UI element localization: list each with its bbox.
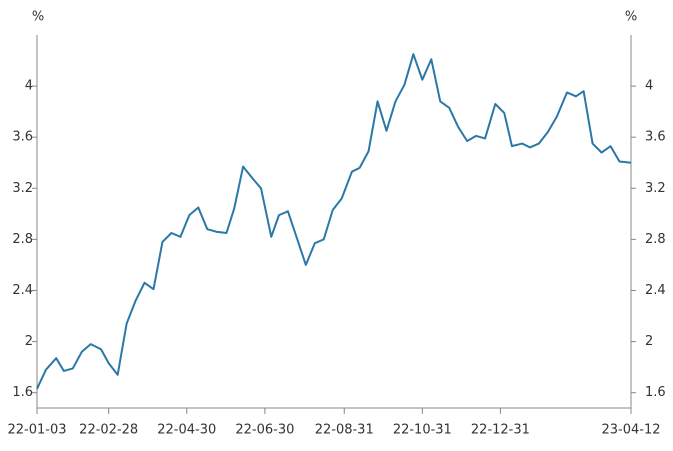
y-tick-label: 1.6 [12,385,33,400]
y-tick-label: 3.6 [12,130,33,145]
x-tick-label: 22-01-03 [7,423,66,438]
x-tick-label: 22-08-31 [315,423,374,438]
y2-tick-label: 2 [645,334,653,349]
y2-tick-label: 2.8 [645,232,666,247]
y2-tick-label: 2.4 [645,283,666,298]
y-tick-label: 2 [25,334,33,349]
y-tick-label: 2.8 [12,232,33,247]
y-tick-label: 3.2 [12,181,33,196]
x-tick-label: 22-02-28 [79,423,138,438]
y-axis-label: % [32,10,44,25]
x-tick-label: 22-10-31 [393,423,452,438]
y-tick-label: 2.4 [12,283,33,298]
y2-tick-label: 1.6 [645,385,666,400]
series-line [36,53,632,390]
y-tick-label: 4 [25,79,33,94]
x-tick-label: 23-04-12 [601,423,660,438]
x-tick-label: 22-12-31 [471,423,530,438]
y2-axis-label: % [625,10,637,25]
y2-tick-label: 3.2 [645,181,666,196]
y2-tick-label: 3.6 [645,130,666,145]
x-tick-label: 22-06-30 [235,423,294,438]
y2-tick-label: 4 [645,79,653,94]
x-tick-label: 22-04-30 [157,423,216,438]
